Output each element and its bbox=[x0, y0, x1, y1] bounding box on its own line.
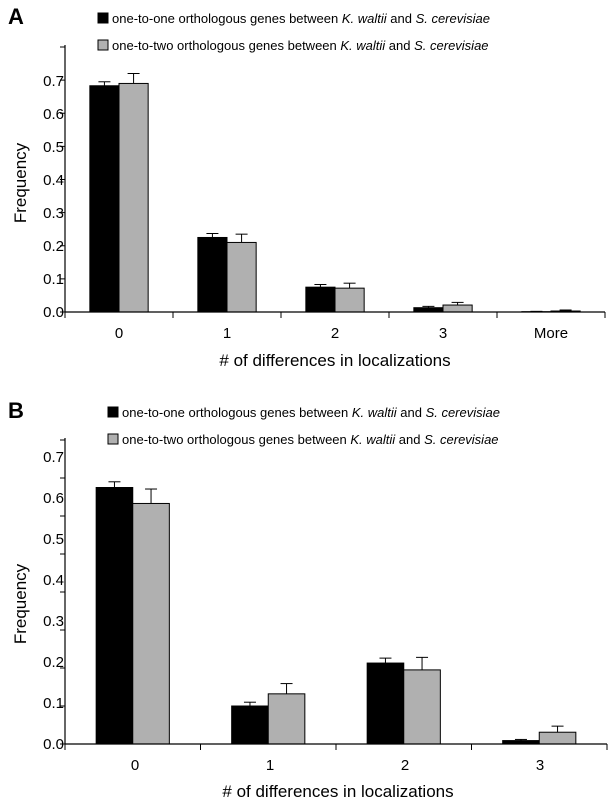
panel-b-bar-series-2 bbox=[538, 731, 577, 745]
panel-b-legend-label-series-2: one-to-two orthologous genes between K. … bbox=[122, 432, 499, 447]
panel-a-y-tick-label: 0.2 bbox=[43, 238, 64, 255]
panel-b-legend-swatch-series-2 bbox=[107, 433, 119, 445]
panel-a-x-tick-label: 2 bbox=[331, 325, 339, 342]
panel-a-y-tick-label: 0.0 bbox=[43, 304, 64, 321]
panel-b-y-tick-label: 0.0 bbox=[43, 736, 64, 753]
panel-a-legend-swatch-series-2 bbox=[97, 39, 109, 51]
panel-b-x-tick-label: 0 bbox=[131, 757, 139, 774]
panel-a-y-tick-label: 0.4 bbox=[43, 172, 64, 189]
panel-b-x-axis-title: # of differences in localizations bbox=[222, 782, 453, 801]
panel-b: B one-to-one orthologous genes between K… bbox=[8, 398, 544, 801]
panel-a-x-tick-label: 0 bbox=[115, 325, 123, 342]
panel-b-label: B bbox=[8, 398, 24, 423]
panel-a-y-tick-label: 0.1 bbox=[43, 271, 64, 288]
panel-b-bar-series-1 bbox=[95, 487, 134, 745]
panel-a-bar-series-1 bbox=[197, 236, 228, 313]
panel-b-x-tick-label: 2 bbox=[401, 757, 409, 774]
panel-a-y-axis-title: Frequency bbox=[11, 142, 30, 223]
panel-a-y-tick-label: 0.6 bbox=[43, 106, 64, 123]
panel-a-legend: one-to-one orthologous genes between K. … bbox=[97, 11, 490, 53]
panel-b-bar-series-2 bbox=[132, 502, 170, 745]
panel-b-x-tick-label: 1 bbox=[266, 757, 274, 774]
panel-b-legend: one-to-one orthologous genes between K. … bbox=[107, 405, 500, 447]
panel-a-bar-series-1 bbox=[413, 307, 444, 313]
panel-a-y-tick-label: 0.3 bbox=[43, 205, 64, 222]
panel-b-y-tick-label: 0.7 bbox=[43, 449, 64, 466]
panel-a-legend-swatch-series-1 bbox=[97, 12, 109, 24]
panel-a-bar-series-2 bbox=[118, 82, 149, 313]
panel-a: A one-to-one orthologous genes between K… bbox=[8, 4, 568, 370]
panel-b-bar-series-2 bbox=[403, 669, 441, 745]
panel-b-bar-series-1 bbox=[231, 705, 269, 745]
panel-a-label: A bbox=[8, 4, 24, 29]
panel-b-y-axis-title: Frequency bbox=[11, 563, 30, 644]
panel-b-y-tick-label: 0.6 bbox=[43, 490, 64, 507]
panel-b-bar-series-1 bbox=[366, 662, 405, 745]
panel-a-x-tick-label: 1 bbox=[223, 325, 231, 342]
panel-b-y-tick-label: 0.1 bbox=[43, 695, 64, 712]
panel-a-bar-series-2 bbox=[226, 241, 257, 313]
panel-b-legend-label-series-1: one-to-one orthologous genes between K. … bbox=[122, 405, 500, 420]
panel-b-x-tick-label: 3 bbox=[536, 757, 544, 774]
panel-a-legend-label-series-2: one-to-two orthologous genes between K. … bbox=[112, 38, 489, 53]
panel-b-bar-series-2 bbox=[267, 693, 306, 745]
panel-a-legend-label-series-1: one-to-one orthologous genes between K. … bbox=[112, 11, 490, 26]
panel-a-bar-series-1 bbox=[305, 286, 336, 313]
panel-b-y-tick-label: 0.4 bbox=[43, 572, 64, 589]
panel-b-y-tick-label: 0.2 bbox=[43, 654, 64, 671]
panel-a-y-tick-label: 0.5 bbox=[43, 139, 64, 156]
panel-b-y-tick-label: 0.5 bbox=[43, 531, 64, 548]
panel-a-x-tick-label: 3 bbox=[439, 325, 447, 342]
panel-a-bar-series-2 bbox=[442, 304, 473, 313]
panel-b-y-tick-label: 0.3 bbox=[43, 613, 64, 630]
panel-a-y-tick-label: 0.7 bbox=[43, 73, 64, 90]
panel-a-bar-series-2 bbox=[334, 287, 365, 313]
panel-a-x-axis-title: # of differences in localizations bbox=[219, 351, 450, 370]
panel-a-bar-series-1 bbox=[89, 85, 120, 313]
panel-a-x-tick-label: More bbox=[534, 325, 568, 342]
panel-b-legend-swatch-series-1 bbox=[107, 406, 119, 418]
